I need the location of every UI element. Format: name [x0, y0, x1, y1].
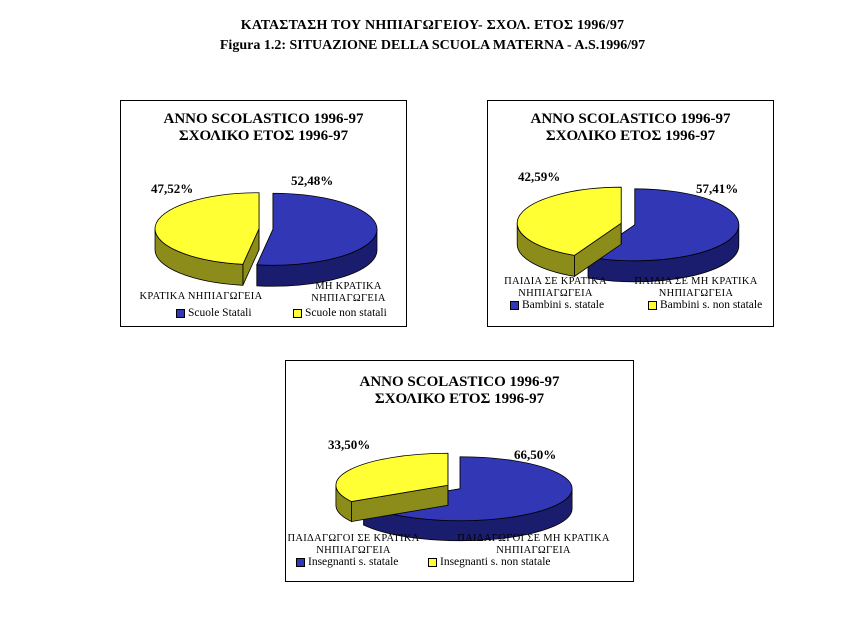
caption-blue: ΚΡΑΤΙΚΑ ΝΗΠΙΑΓΩΓΕΙΑ: [139, 291, 263, 302]
pie-chart: [154, 192, 378, 287]
caption-blue: ΠΑΙΔΑΓΩΓΟΙ ΣΕ ΚΡΑΤΙΚΑ ΝΗΠΙΑΓΩΓΕΙΑ: [287, 533, 420, 556]
pie-slice-yellow: [516, 186, 622, 278]
legend-label: Bambini s. non statale: [660, 299, 763, 311]
chart-subtitle: ΣΧΟΛΙΚΟ ΕΤΟΣ 1996-97: [374, 391, 545, 407]
page-title-italian: Figura 1.2: SITUAZIONE DELLA SCUOLA MATE…: [219, 38, 646, 53]
pie-slice-yellow: [154, 192, 260, 286]
caption-yellow: ΠΑΙΔΑΓΩΓΟΙ ΣΕ ΜΗ ΚΡΑΤΙΚΑ ΝΗΠΙΑΓΩΓΕΙΑ: [457, 533, 610, 556]
legend-item-blue: Bambini s. statale: [510, 299, 604, 311]
caption-blue: ΠΑΙΔΙΑ ΣΕ ΚΡΑΤΙΚΑ ΝΗΠΙΑΓΩΓΕΙΑ: [504, 276, 607, 299]
pie-slice-top: [154, 192, 260, 265]
pie-slice-top: [256, 192, 378, 266]
pie-chart: [516, 186, 740, 283]
caption-yellow: ΜΗ ΚΡΑΤΙΚΑ ΝΗΠΙΑΓΩΓΕΙΑ: [311, 281, 386, 304]
legend-item-blue: Insegnanti s. statale: [296, 556, 398, 568]
chart-title: ANNO SCOLASTICO 1996-97: [530, 111, 731, 127]
legend-label: Scuole Statali: [188, 307, 252, 319]
legend-item-yellow: Bambini s. non statale: [648, 299, 762, 311]
legend-swatch-yellow: [293, 308, 302, 318]
chart-panel-children: ANNO SCOLASTICO 1996-97 ΣΧΟΛΙΚΟ ΕΤΟΣ 199…: [487, 100, 774, 327]
pie-slice-yellow: [335, 452, 449, 523]
legend-swatch-blue: [296, 557, 305, 567]
legend-swatch-blue: [176, 308, 185, 318]
legend-label: Scuole non statali: [305, 307, 387, 319]
data-label-blue: 57,41%: [696, 181, 739, 196]
page-title-greek: ΚΑΤΑΣΤΑΣΗ ΤΟΥ ΝΗΠΙΑΓΩΓΕΙΟΥ- ΣΧΟΛ. ΕΤΟΣ 1…: [240, 18, 625, 33]
pie-chart: [335, 452, 573, 542]
legend-label: Insegnanti s. non statale: [440, 556, 551, 568]
pie-slice-blue: [256, 192, 378, 287]
chart-panel-schools: ANNO SCOLASTICO 1996-97 ΣΧΟΛΙΚΟ ΕΤΟΣ 199…: [120, 100, 407, 327]
data-label-yellow: 42,59%: [518, 169, 561, 184]
chart-title: ANNO SCOLASTICO 1996-97: [359, 374, 560, 390]
legend-swatch-yellow: [648, 300, 657, 310]
pie-slice-top: [587, 188, 740, 262]
chart-panel-teachers: ANNO SCOLASTICO 1996-97 ΣΧΟΛΙΚΟ ΕΤΟΣ 199…: [285, 360, 634, 582]
chart-subtitle: ΣΧΟΛΙΚΟ ΕΤΟΣ 1996-97: [545, 128, 716, 144]
legend-item-yellow: Scuole non statali: [293, 307, 387, 319]
data-label-yellow: 47,52%: [151, 181, 194, 196]
legend-label: Insegnanti s. statale: [308, 556, 399, 568]
chart-subtitle: ΣΧΟΛΙΚΟ ΕΤΟΣ 1996-97: [178, 128, 349, 144]
legend-swatch-blue: [510, 300, 519, 310]
legend-label: Bambini s. statale: [522, 299, 605, 311]
legend-swatch-yellow: [428, 557, 437, 567]
pie-slice-blue: [587, 188, 740, 283]
data-label-blue: 66,50%: [514, 447, 557, 462]
caption-yellow: ΠΑΙΔΙΑ ΣΕ ΜΗ ΚΡΑΤΙΚΑ ΝΗΠΙΑΓΩΓΕΙΑ: [634, 276, 758, 299]
pie-slice-top: [335, 452, 449, 502]
pie-slice-top: [516, 186, 622, 256]
legend-item-blue: Scuole Statali: [176, 307, 252, 319]
legend-item-yellow: Insegnanti s. non statale: [428, 556, 551, 568]
data-label-blue: 52,48%: [291, 173, 334, 188]
data-label-yellow: 33,50%: [328, 437, 371, 452]
chart-title: ANNO SCOLASTICO 1996-97: [163, 111, 364, 127]
